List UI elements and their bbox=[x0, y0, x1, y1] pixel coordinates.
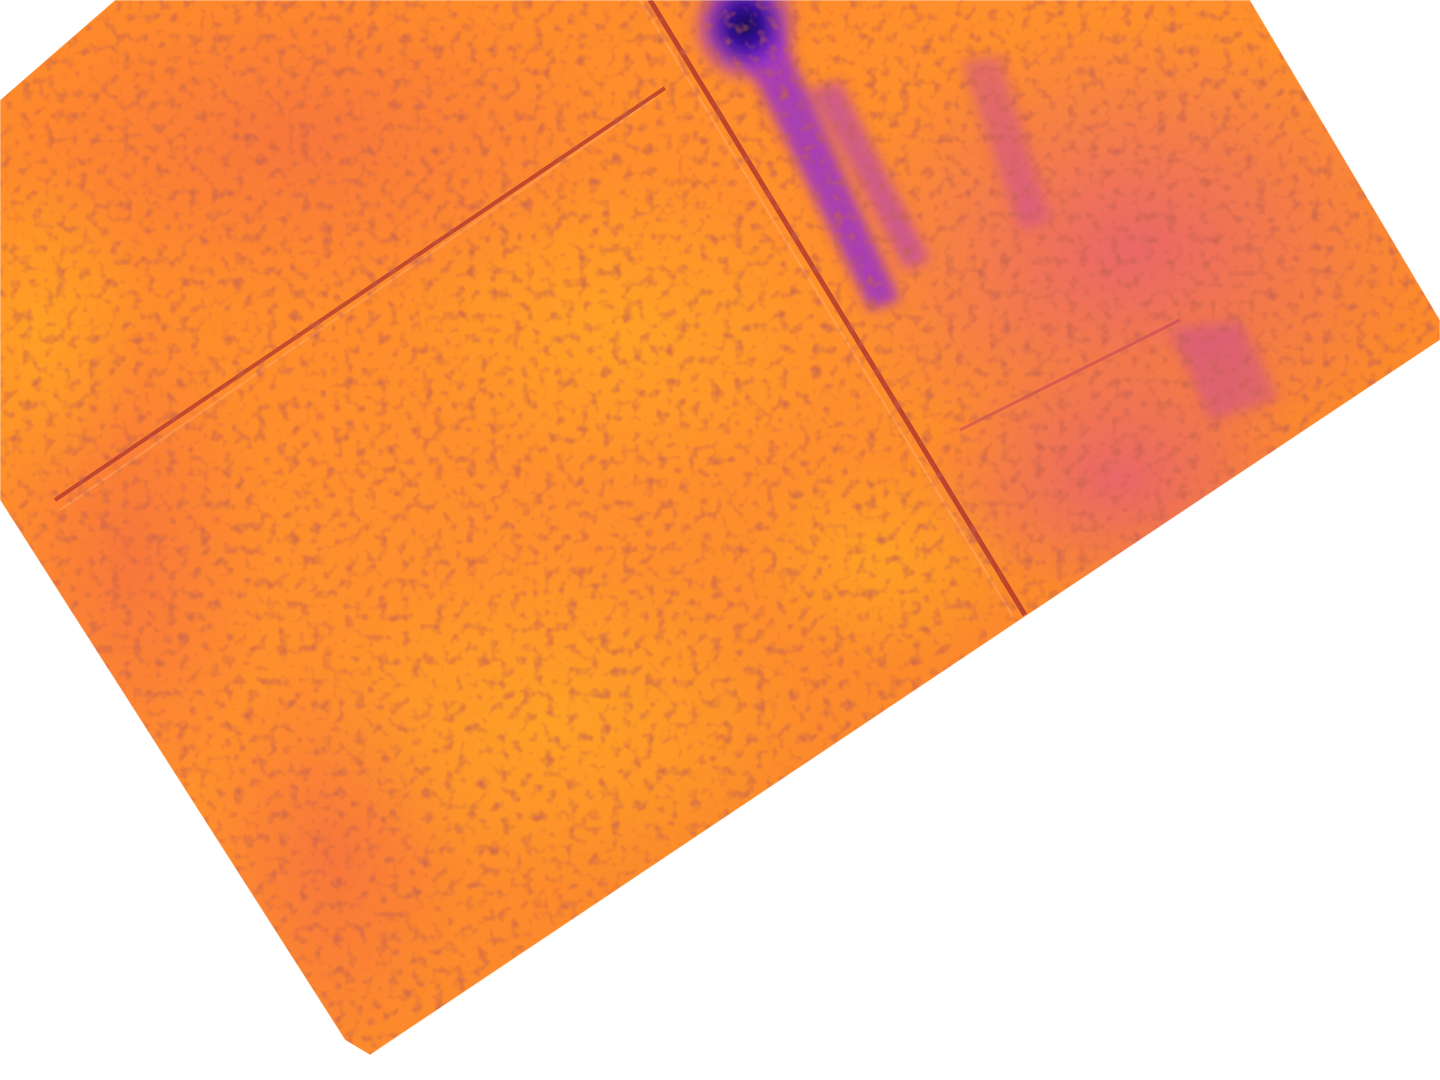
field-edge bbox=[0, 0, 1440, 1055]
